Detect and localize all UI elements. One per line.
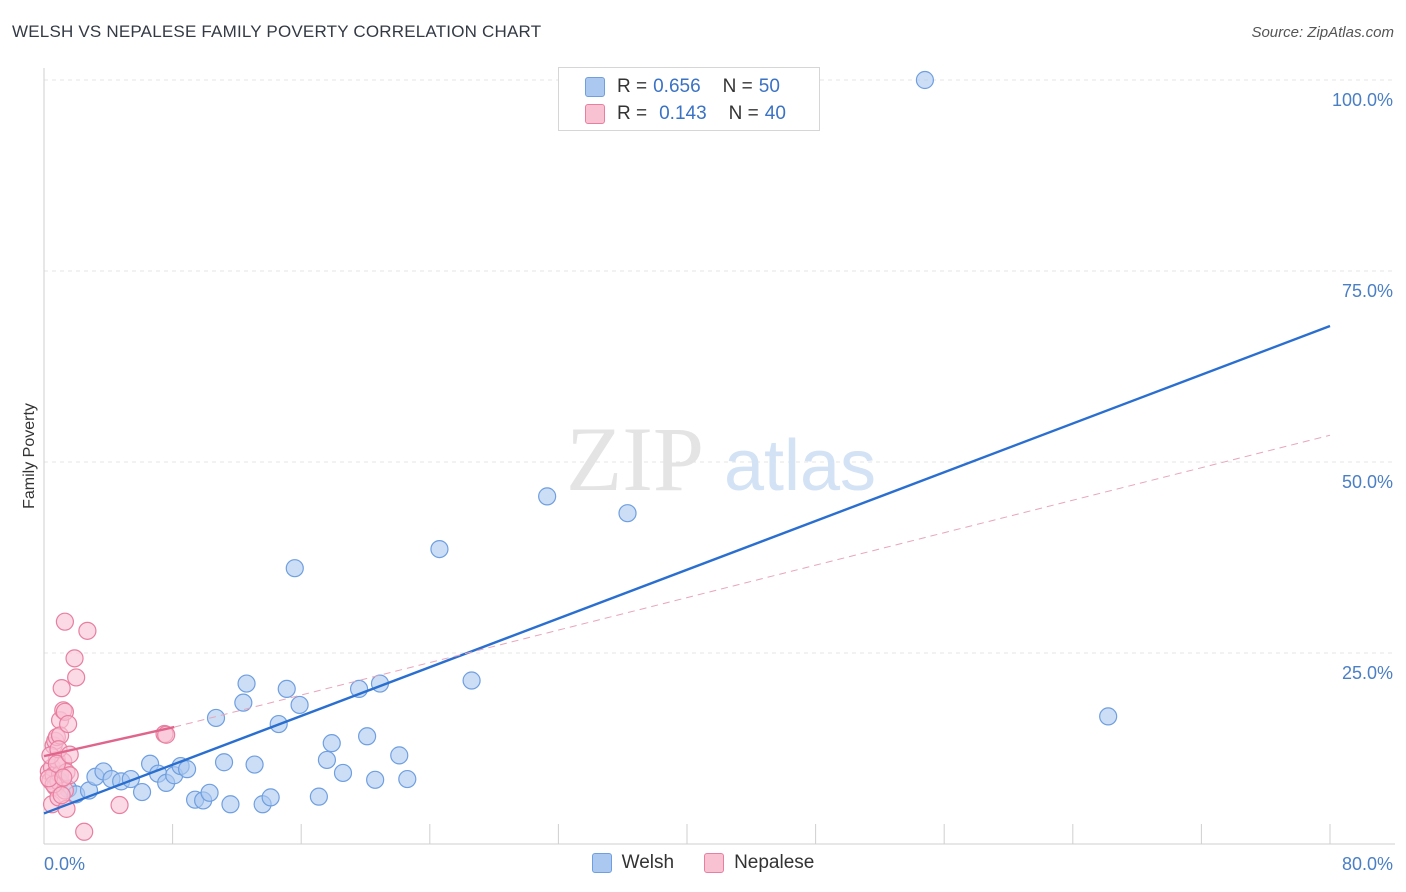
grid-lines [44,79,1395,654]
trend-lines [43,324,1331,815]
nepalese-legend-label: Nepalese [734,852,815,873]
axes [43,68,1395,845]
welsh-legend-swatch [591,853,612,873]
welsh-point-31 [309,787,328,806]
nepalese-point-35 [52,786,71,805]
welsh-point-30 [290,695,309,715]
welsh-swatch [585,77,605,97]
welsh-point-36 [358,727,377,746]
nepalese-point-23 [59,714,78,734]
welsh-point-28 [277,679,296,699]
welsh-point-46 [1099,707,1118,726]
y-tick-label-0: 25.0% [1342,663,1393,683]
welsh-n-value: 50 [758,76,780,97]
source-label: Source: ZipAtlas.com [1251,24,1394,41]
nepalese-point-26 [67,668,86,687]
nepalese-n-value: 40 [764,103,786,124]
nepalese-r-label: R = [617,103,648,124]
chart-title: WELSH VS NEPALESE FAMILY POVERTY CORRELA… [12,22,542,41]
welsh-r-value: 0.656 [653,76,701,97]
tick-labels: 25.0% 50.0% 75.0% 100.0% 0.0% 80.0% [44,90,1393,874]
welsh-n-label: N = [722,76,753,97]
y-tick-label-2: 75.0% [1342,281,1393,301]
welsh-point-41 [430,539,449,559]
welsh-point-32 [317,750,337,770]
nepalese-trend-extension [174,434,1331,728]
welsh-point-45 [915,70,935,90]
nepalese-point-25 [65,649,84,668]
welsh-r-label: R = [617,76,648,97]
data-points [39,70,1118,841]
nepalese-point-29 [110,795,129,815]
nepalese-point-27 [75,822,94,841]
nepalese-legend-swatch [704,853,725,873]
welsh-point-29 [285,559,304,578]
welsh-point-42 [462,671,481,690]
x-tick-label-0: 0.0% [44,854,85,874]
nepalese-trend-line [43,725,175,758]
welsh-point-37 [366,770,385,789]
welsh-point-9 [132,782,152,802]
x-tick-label-1: 80.0% [1342,854,1393,874]
welsh-point-39 [390,746,409,765]
nepalese-point-15 [52,679,71,698]
nepalese-swatch [585,104,605,124]
welsh-point-22 [234,693,253,712]
welsh-point-24 [245,755,264,774]
welsh-point-19 [206,708,226,728]
welsh-point-23 [237,674,256,693]
legend-row-welsh: R = 0.656 N = 50 [585,74,780,100]
watermark-zip: ZIP [566,408,704,510]
welsh-point-21 [221,795,240,814]
welsh-point-34 [333,763,353,783]
welsh-trend-line [43,324,1331,815]
legend-item-welsh[interactable]: Welsh [591,852,675,874]
welsh-point-40 [398,769,417,789]
nepalese-point-19 [55,612,74,631]
nepalese-r-value: 0.143 [659,103,707,124]
welsh-point-18 [200,783,219,802]
series-legend: Welsh Nepalese [0,852,1406,874]
welsh-legend-label: Welsh [621,852,675,873]
y-axis-label: Family Poverty [21,403,38,509]
nepalese-point-28 [78,621,97,640]
nepalese-point-38 [54,768,73,787]
stats-legend: R = 0.656 N = 50 R = 0.143 N = 40 [558,67,820,131]
welsh-point-43 [538,487,557,506]
y-tick-label-1: 50.0% [1342,472,1393,492]
watermark-atlas: atlas [724,426,876,506]
legend-item-nepalese[interactable]: Nepalese [704,852,814,874]
nepalese-n-label: N = [728,103,759,124]
legend-row-nepalese: R = 0.143 N = 40 [585,101,786,127]
welsh-point-44 [618,504,637,523]
welsh-point-20 [214,753,234,772]
welsh-point-33 [322,734,341,753]
y-tick-label-3: 100.0% [1332,90,1393,110]
welsh-point-26 [261,788,280,807]
welsh-point-15 [177,760,197,779]
